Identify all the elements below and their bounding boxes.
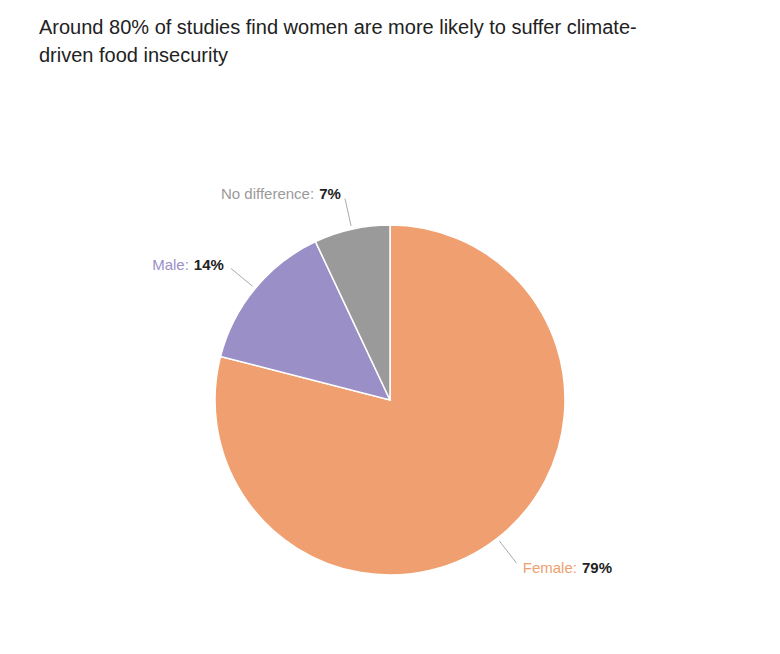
leader-line [345, 198, 351, 225]
data-label: No difference: 7% [221, 185, 341, 202]
slice [315, 225, 390, 400]
data-label: Female: 79% [523, 559, 612, 576]
title: Around 80% of studies find women are mor… [39, 16, 637, 66]
slice [215, 225, 565, 575]
leader-line [499, 541, 516, 563]
value-label: 14% [194, 256, 224, 273]
data-label: Male: 14% [152, 256, 224, 273]
pie [215, 225, 565, 575]
labels: Female: 79% Male: 14% No difference: 7% [152, 185, 612, 576]
chart: Around 80% of studies find women are mor… [0, 0, 780, 654]
category-label: Female: [523, 559, 577, 576]
leader-line [231, 268, 253, 286]
category-label: No difference: [221, 185, 314, 202]
value-label: 7% [319, 185, 341, 202]
value-label: 79% [582, 559, 612, 576]
title-line: Around 80% of studies find women are mor… [39, 16, 637, 38]
category-label: Male: [152, 256, 189, 273]
title-line: driven food insecurity [39, 44, 228, 66]
